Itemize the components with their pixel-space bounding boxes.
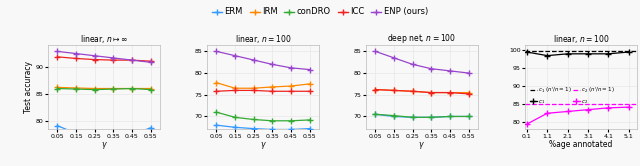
- X-axis label: %age annotated: %age annotated: [549, 140, 612, 149]
- Title: linear, $n = 100$: linear, $n = 100$: [235, 33, 291, 45]
- Title: linear, $n = 100$: linear, $n = 100$: [552, 33, 609, 45]
- Title: linear, $n \mapsto \infty$: linear, $n \mapsto \infty$: [80, 33, 128, 45]
- Title: deep net, $n = 100$: deep net, $n = 100$: [387, 32, 456, 45]
- Legend: $c_1\ (n'/n=1)$, $c_1$, $c_2\ (n'/n=1)$, $c_2$: $c_1\ (n'/n=1)$, $c_1$, $c_2\ (n'/n=1)$,…: [530, 86, 614, 106]
- Y-axis label: Test accuracy: Test accuracy: [24, 61, 33, 113]
- X-axis label: $\gamma$: $\gamma$: [419, 140, 426, 151]
- X-axis label: $\gamma$: $\gamma$: [259, 140, 266, 151]
- X-axis label: $\gamma$: $\gamma$: [100, 140, 108, 151]
- Legend: ERM, IRM, conDRO, ICC, ENP (ours): ERM, IRM, conDRO, ICC, ENP (ours): [209, 4, 431, 20]
